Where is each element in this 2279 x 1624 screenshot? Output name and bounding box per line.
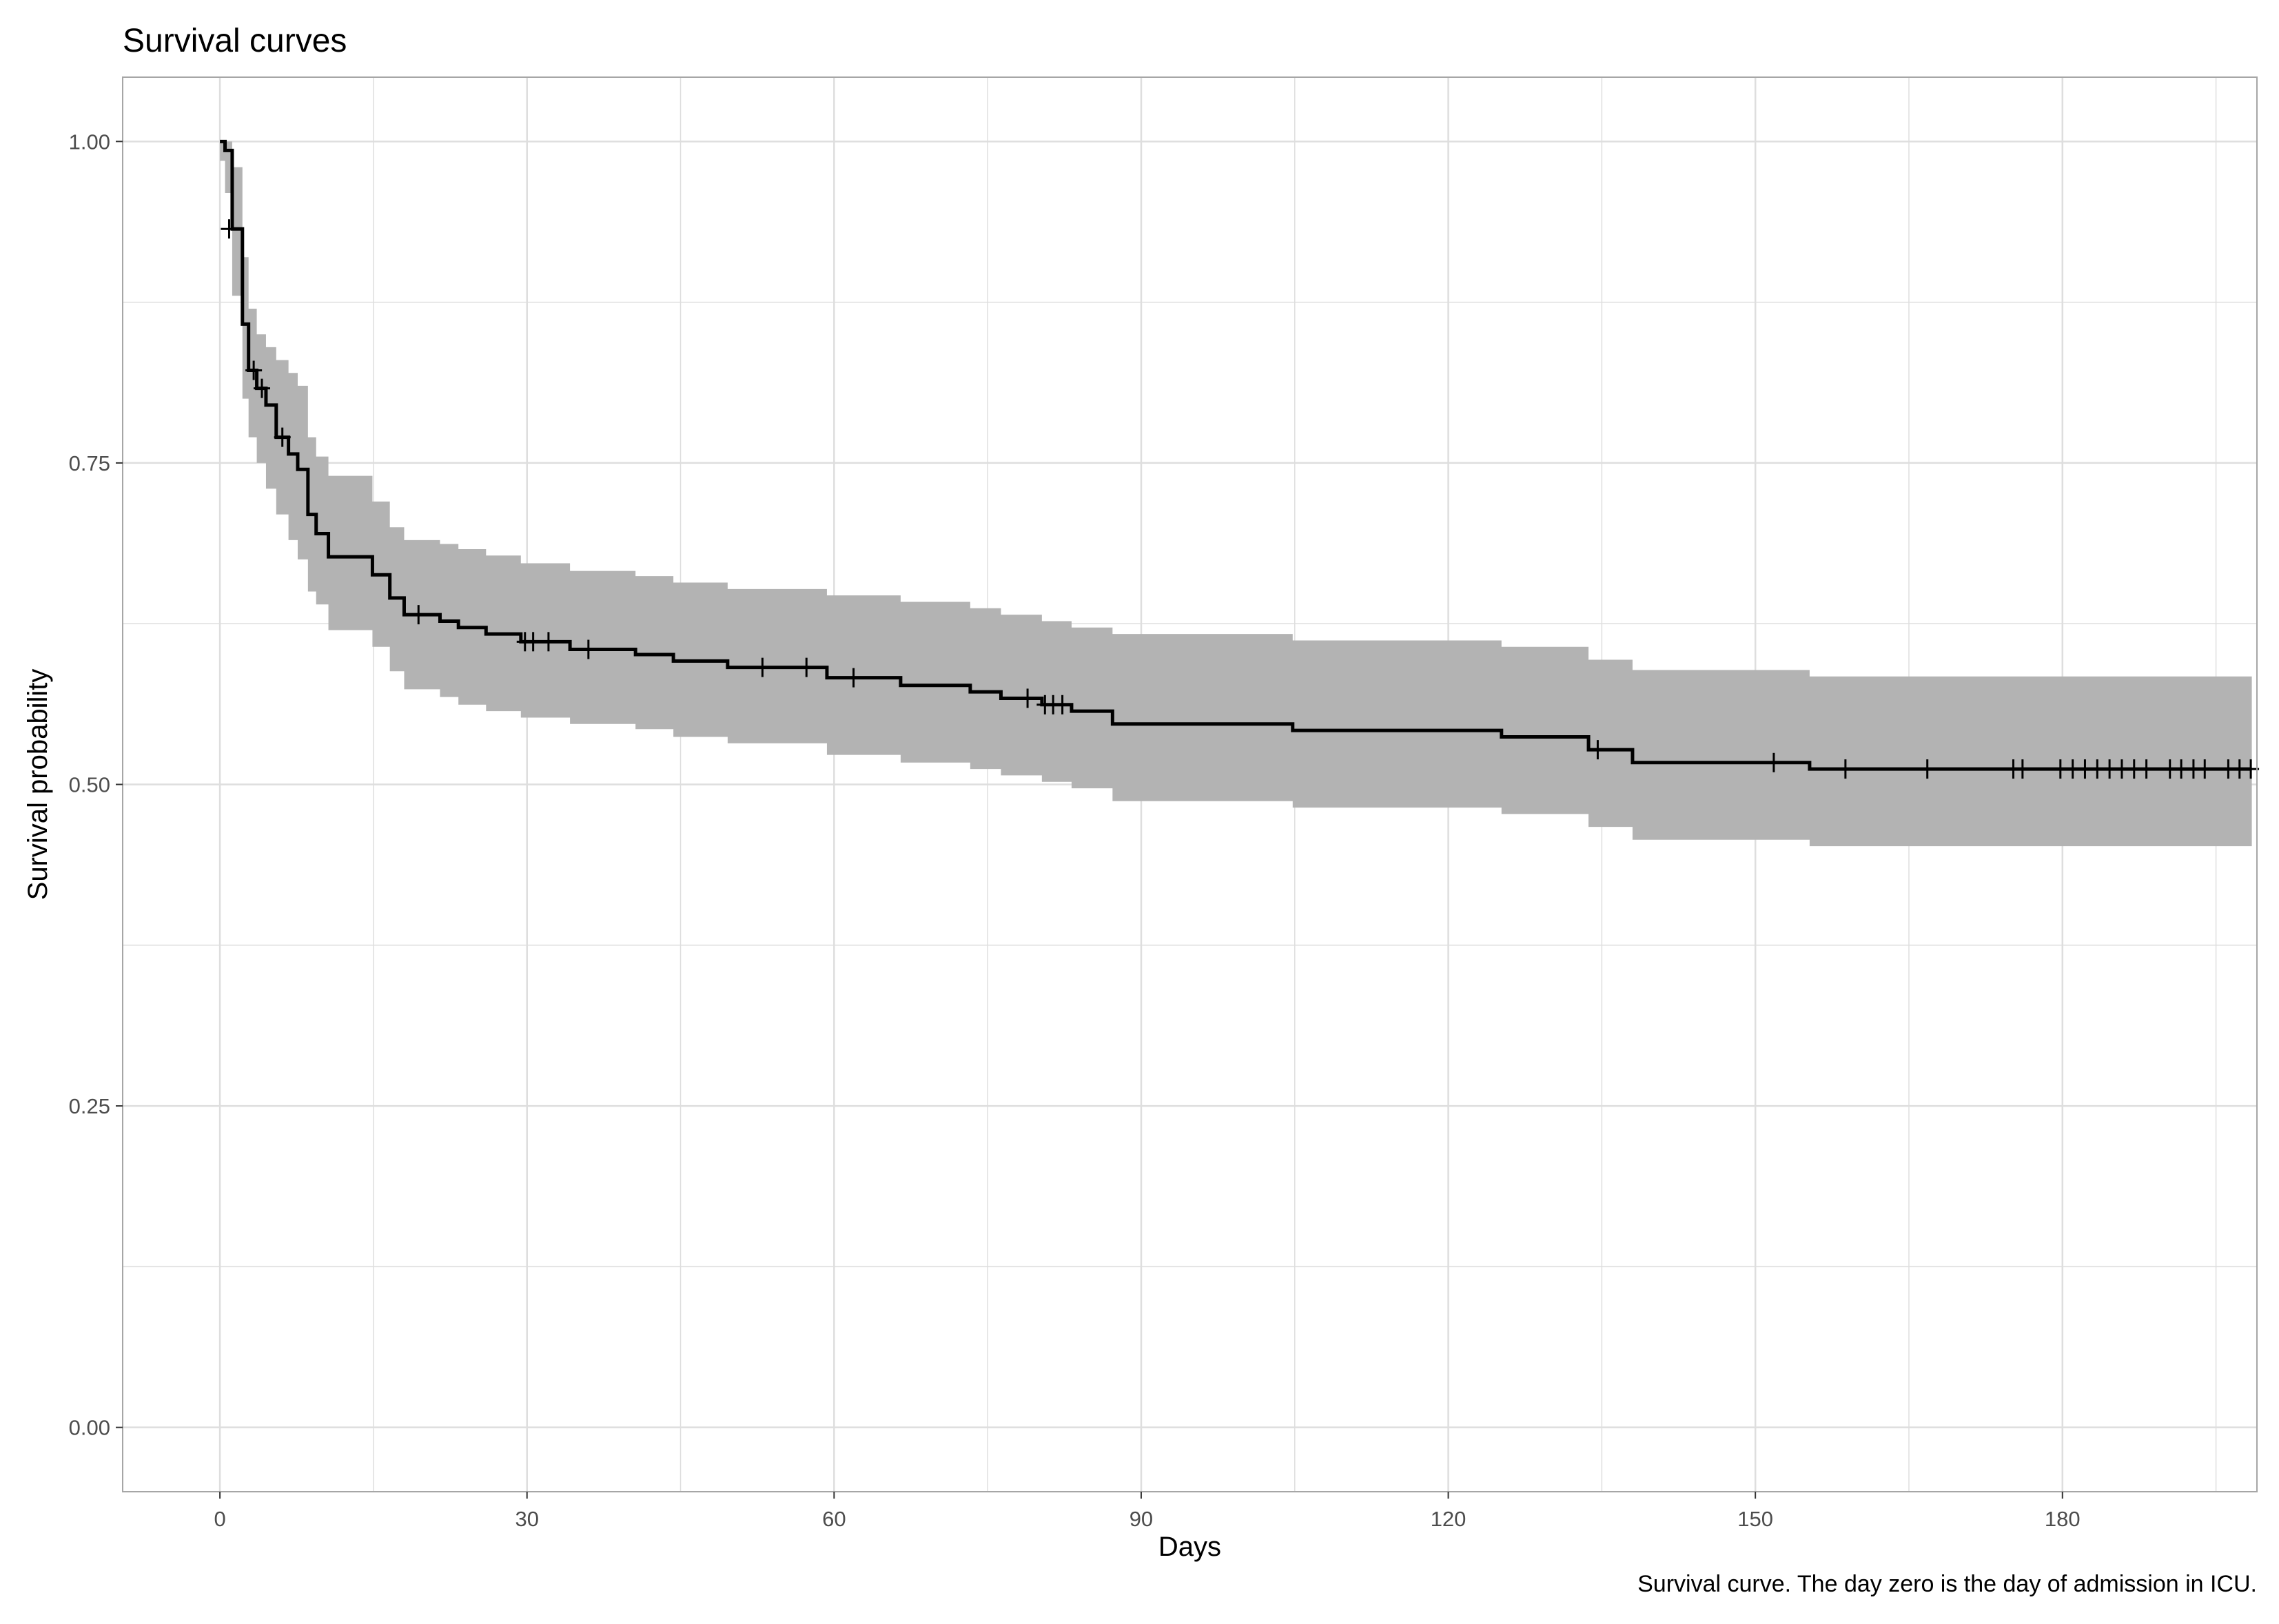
y-axis-title: Survival probability [23,669,53,901]
survival-line-layer [220,139,2252,771]
y-tick-label: 0.25 [69,1094,110,1118]
survival-step-line [220,139,2252,771]
x-tick-label: 180 [2045,1507,2081,1531]
x-tick-label: 60 [822,1507,846,1531]
x-tick-label: 90 [1130,1507,1153,1531]
x-tick-label: 150 [1737,1507,1773,1531]
y-tick-label: 0.50 [69,773,110,797]
x-axis-title: Days [1158,1532,1221,1562]
chart-title: Survival curves [123,23,347,59]
confidence-band-layer [220,141,2252,847]
x-tick-label: 120 [1431,1507,1466,1531]
confidence-band [220,141,2252,847]
x-tick-label: 0 [214,1507,225,1531]
x-axis: 0 30 60 90 120 150 180 [214,1492,2081,1531]
y-tick-label: 0.75 [69,451,110,475]
figure-caption: Survival curve. The day zero is the day … [1637,1571,2257,1597]
x-tick-label: 30 [515,1507,538,1531]
censor-marks-layer [221,219,2260,779]
y-tick-label: 1.00 [69,130,110,154]
y-tick-label: 0.00 [69,1416,110,1440]
y-axis: 0.00 0.25 0.50 0.75 1.00 [69,130,123,1440]
